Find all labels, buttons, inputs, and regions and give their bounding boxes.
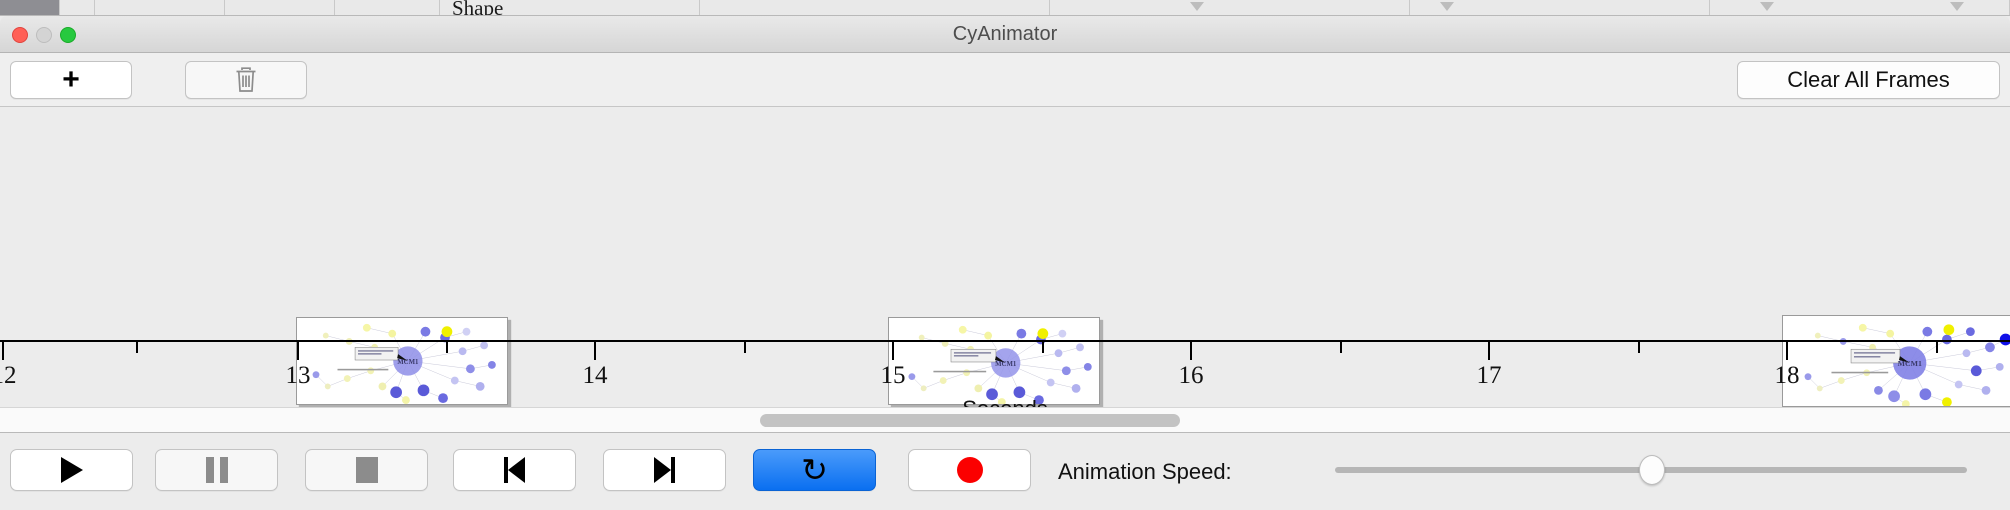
- bg-segment: [0, 0, 60, 15]
- window-titlebar: CyAnimator: [0, 16, 2010, 53]
- keyframe-thumbnail-3[interactable]: MCM1: [1782, 315, 2010, 407]
- bg-segment: [225, 0, 335, 15]
- clear-all-frames-button[interactable]: Clear All Frames: [1737, 61, 2000, 99]
- axis-tick-label: 16: [1178, 362, 1204, 389]
- next-frame-button[interactable]: [603, 449, 726, 491]
- timeline-axis: 12 13 14 15 16 17 18 Seconds: [0, 340, 2010, 407]
- background-window-strip: Shape: [0, 0, 2010, 16]
- maximize-button[interactable]: [60, 27, 76, 43]
- axis-tick-major: [297, 342, 299, 360]
- axis-tick-minor: [1638, 342, 1640, 353]
- bg-chevron-icon: [1190, 2, 1204, 11]
- stop-button[interactable]: [305, 449, 428, 491]
- play-icon: [60, 457, 83, 483]
- axis-tick-minor: [1042, 342, 1044, 353]
- axis-line: [0, 340, 2010, 342]
- trash-icon: [233, 66, 259, 94]
- axis-tick-label: 13: [285, 362, 311, 389]
- axis-tick-major: [1786, 342, 1788, 360]
- axis-tick-minor: [1936, 342, 1938, 353]
- bg-segment: [1710, 0, 2010, 15]
- axis-tick-label: 18: [1774, 362, 1800, 389]
- play-button[interactable]: [10, 449, 133, 491]
- axis-tick-label: 15: [880, 362, 906, 389]
- axis-tick-major: [1190, 342, 1192, 360]
- animation-speed-label: Animation Speed:: [1058, 459, 1232, 484]
- axis-tick-minor: [1340, 342, 1342, 353]
- slider-thumb[interactable]: [1639, 455, 1665, 485]
- add-frame-button[interactable]: +: [10, 61, 132, 99]
- axis-tick-label: 17: [1476, 362, 1502, 389]
- playback-control-bar: ↻ Animation Speed:: [0, 433, 2010, 507]
- bg-chevron-icon: [1950, 2, 1964, 11]
- pause-icon: [205, 457, 228, 483]
- toolbar: + Clear All Frames: [0, 53, 2010, 107]
- axis-tick-major: [594, 342, 596, 360]
- axis-tick-major: [2, 342, 4, 360]
- keyframe-thumbnail-2[interactable]: MCM1: [888, 317, 1100, 405]
- svg-text:MCM1: MCM1: [1898, 359, 1922, 368]
- axis-tick-minor: [744, 342, 746, 353]
- window-title: CyAnimator: [952, 23, 1058, 45]
- record-icon: [956, 457, 983, 483]
- axis-tick-major: [1488, 342, 1490, 360]
- loop-button[interactable]: ↻: [753, 449, 876, 491]
- horizontal-scrollbar-thumb[interactable]: [760, 414, 1180, 427]
- minimize-button[interactable]: [36, 27, 52, 43]
- bg-segment: [60, 0, 95, 15]
- bg-segment: [700, 0, 1050, 15]
- skip-forward-icon: [654, 457, 675, 483]
- axis-tick-minor: [446, 342, 448, 353]
- bg-chevron-icon: [1760, 2, 1774, 11]
- svg-text:MCM1: MCM1: [995, 361, 1017, 368]
- loop-icon: ↻: [801, 452, 828, 488]
- network-graph-thumbnail: MCM1: [1784, 316, 2010, 406]
- axis-tick-major: [892, 342, 894, 360]
- previous-frame-button[interactable]: [453, 449, 576, 491]
- axis-tick-minor: [136, 342, 138, 353]
- background-window-label: Shape: [452, 0, 504, 16]
- bg-segment: [1050, 0, 1410, 15]
- pause-button[interactable]: [155, 449, 278, 491]
- bg-segment: [440, 0, 700, 15]
- keyframe-thumbnail-1[interactable]: MCM1: [296, 317, 508, 405]
- bg-segment: [335, 0, 440, 15]
- stop-icon: [355, 457, 378, 483]
- horizontal-scrollbar-track[interactable]: [0, 407, 2010, 433]
- axis-tick-label: 12: [0, 362, 17, 389]
- skip-back-icon: [504, 457, 525, 483]
- timeline-panel[interactable]: MCM1: [0, 107, 2010, 407]
- window-traffic-lights: [12, 27, 76, 43]
- bg-segment: [95, 0, 225, 15]
- bg-segment: [1410, 0, 1710, 15]
- record-button[interactable]: [908, 449, 1031, 491]
- bg-chevron-icon: [1440, 2, 1454, 11]
- animation-speed-slider[interactable]: [1335, 449, 1967, 491]
- network-graph-thumbnail: MCM1: [890, 318, 1098, 404]
- axis-title: Seconds: [0, 396, 2010, 407]
- axis-tick-label: 14: [582, 362, 608, 389]
- close-button[interactable]: [12, 27, 28, 43]
- plus-icon: +: [62, 63, 80, 96]
- network-graph-thumbnail: MCM1: [298, 318, 506, 404]
- delete-frame-button[interactable]: [185, 61, 307, 99]
- svg-text:MCM1: MCM1: [397, 359, 419, 366]
- cyanimator-window: CyAnimator + Clear All Frames: [0, 16, 2010, 510]
